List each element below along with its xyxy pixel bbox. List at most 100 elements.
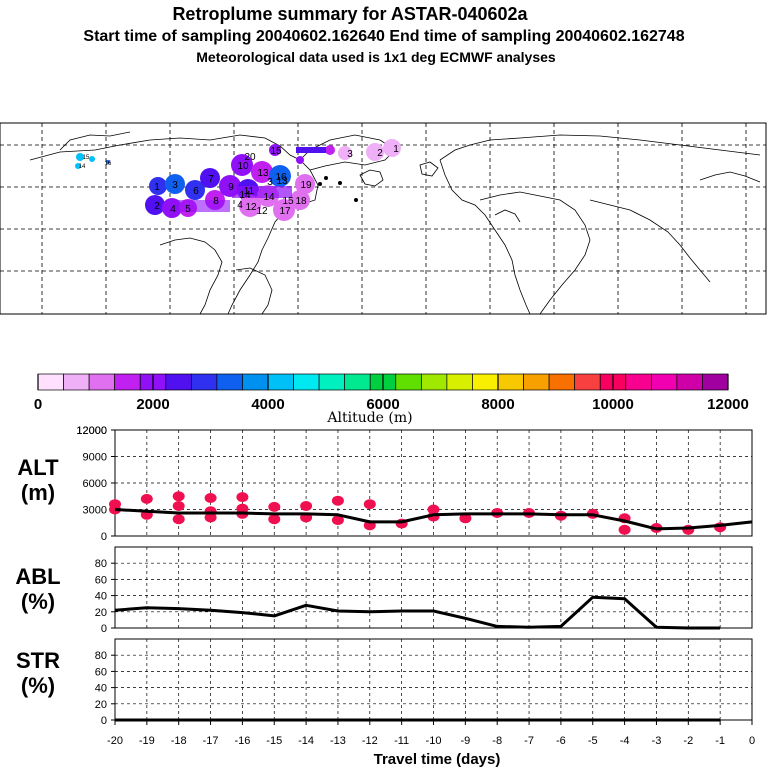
plume-label: 7 <box>208 174 214 185</box>
colorbar-swatch <box>676 373 703 391</box>
y-tick-label: 6000 <box>83 478 107 490</box>
panel-str: 0 20 40 60 80 STR(%) <box>16 638 753 727</box>
plume-label-west: 14 <box>79 164 86 170</box>
colorbar-swatch <box>420 373 448 391</box>
y-tick-label: 40 <box>95 591 107 603</box>
colorbar-tick-label: 10000 <box>592 396 634 413</box>
altitude-marker <box>427 504 440 515</box>
plume-label: 15 <box>270 146 282 157</box>
y-tick-label: 60 <box>95 666 107 678</box>
plume-label: 3 <box>267 177 273 188</box>
plume-markers <box>75 139 401 221</box>
map-grid <box>0 123 766 314</box>
y-tick-label: 20 <box>95 699 107 711</box>
colorbar-tick-label: 12000 <box>707 396 749 413</box>
y-tick-label: 40 <box>95 683 107 695</box>
x-tick-label: -17 <box>203 735 219 747</box>
colorbar-swatch <box>216 373 243 391</box>
plume-label: 9 <box>228 182 234 193</box>
x-axis-label: Travel time (days) <box>374 751 501 768</box>
plume-label-west: 15 <box>83 155 90 161</box>
colorbar-swatch <box>114 373 141 391</box>
x-tick-label: -19 <box>139 735 155 747</box>
y-tick-label-top: 12000 <box>76 425 107 437</box>
altitude-marker <box>363 499 376 510</box>
panel-label: ABL <box>15 564 60 589</box>
x-tick-label: -1 <box>715 735 725 747</box>
plume-label: 17 <box>279 206 291 217</box>
colorbar-swatch <box>395 373 422 391</box>
plume-label: 10 <box>237 161 249 172</box>
series-line-abl <box>114 595 721 630</box>
plume-label: 20 <box>244 152 256 163</box>
plume-label: 19 <box>300 180 312 191</box>
altitude-marker <box>300 501 313 511</box>
colorbar-swatch <box>293 373 320 391</box>
x-tick-label: -13 <box>330 735 346 747</box>
x-tick-label: -12 <box>362 735 378 747</box>
x-tick-label: -2 <box>683 735 693 747</box>
x-tick-label: -9 <box>460 735 470 747</box>
altitude-marker <box>236 492 249 503</box>
y-tick-label: 80 <box>95 650 107 662</box>
plume-label: 1 <box>393 144 399 155</box>
x-tick-label: -14 <box>298 735 314 747</box>
plume-label: 6 <box>193 186 199 197</box>
plume-label: 8 <box>213 196 219 207</box>
colorbar-swatch <box>37 373 64 391</box>
y-tick-label: 9000 <box>83 452 107 464</box>
colorbar-label: Altitude (m) <box>326 410 412 426</box>
plume-label: 15 <box>282 196 294 207</box>
colorbar-swatch <box>190 373 218 391</box>
colorbar-swatch <box>88 373 116 391</box>
plume-label: 12 <box>245 202 257 213</box>
y-tick-label: 0 <box>101 531 107 543</box>
altitude-marker <box>172 514 185 525</box>
x-tick-label: -15 <box>266 735 282 747</box>
colorbar-swatch <box>625 373 652 391</box>
y-tick-label: 12000 <box>76 425 107 437</box>
title-line-3: Meteorological data used is 1x1 deg ECMW… <box>196 49 556 65</box>
panel-unit: (%) <box>21 589 55 614</box>
plume-label: 18 <box>295 196 307 207</box>
y-tick-label: 80 <box>95 558 107 570</box>
plume-label: 14 <box>263 192 275 203</box>
altitude-marker <box>172 501 185 511</box>
plume-label: 3 <box>347 149 353 160</box>
y-tick-label: 3000 <box>83 505 107 517</box>
panel-abl: 0 20 40 60 80 ABL(%) <box>15 546 753 635</box>
coastlines <box>29 131 761 315</box>
title-line-1: Retroplume summary for ASTAR-040602a <box>172 4 528 24</box>
plume-label: 2 <box>154 201 160 212</box>
altitude-marker <box>268 514 281 525</box>
x-tick-label: -20 <box>107 735 123 747</box>
colorbar-swatch <box>574 373 601 391</box>
colorbar-swatch <box>318 373 346 391</box>
colorbar: 0 2000 4000 6000 8000 10000 12000 Altitude (m) <box>34 373 749 426</box>
x-tick-label: -4 <box>620 735 630 747</box>
plume-label: 3 <box>172 180 178 191</box>
altitude-marker <box>109 499 121 510</box>
plume-label: 16 <box>275 172 287 183</box>
colorbar-swatch <box>650 373 678 391</box>
colorbar-swatch <box>472 373 499 391</box>
altitude-marker <box>268 501 281 512</box>
y-tick-label: 0 <box>101 623 107 635</box>
x-tick-label: -16 <box>234 735 250 747</box>
x-tick-label: -18 <box>171 735 187 747</box>
plume-label: 13 <box>257 168 269 179</box>
colorbar-swatch <box>242 373 269 391</box>
x-tick-label: -6 <box>556 735 566 747</box>
panel-label: STR <box>16 648 60 673</box>
x-tick-label: -5 <box>588 735 598 747</box>
plume-label: 1 <box>154 182 160 193</box>
colorbar-swatch <box>702 373 729 391</box>
series-line-alt <box>114 508 753 531</box>
panel-unit: (%) <box>21 673 55 698</box>
colorbar-swatch <box>446 373 473 391</box>
panel-label: ALT <box>17 455 59 480</box>
colorbar-tick-label: 6000 <box>366 396 399 413</box>
plume-label: 4 <box>170 204 176 215</box>
